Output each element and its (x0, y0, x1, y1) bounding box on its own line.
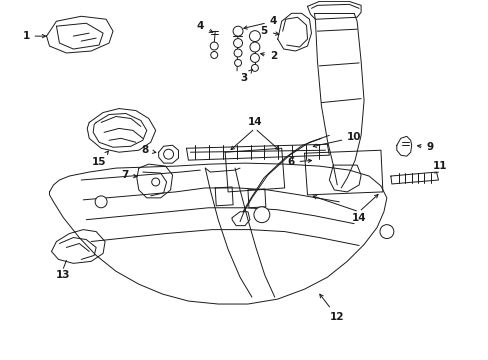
Circle shape (253, 207, 269, 223)
Text: 10: 10 (313, 132, 361, 147)
Circle shape (233, 26, 243, 36)
Text: 8: 8 (141, 145, 156, 155)
Circle shape (163, 149, 173, 159)
Text: 4: 4 (244, 16, 277, 29)
Circle shape (210, 42, 218, 50)
Text: 13: 13 (56, 270, 70, 280)
Text: 9: 9 (417, 142, 433, 152)
Circle shape (151, 178, 160, 186)
Text: 15: 15 (92, 151, 108, 167)
Circle shape (249, 42, 259, 52)
Text: 1: 1 (22, 31, 45, 41)
Circle shape (250, 54, 259, 62)
Circle shape (210, 51, 217, 58)
Text: 12: 12 (319, 294, 344, 322)
Circle shape (234, 59, 241, 66)
Text: 5: 5 (260, 26, 278, 36)
Circle shape (234, 49, 242, 57)
Circle shape (233, 39, 242, 48)
Text: 2: 2 (260, 51, 277, 61)
Text: 14: 14 (351, 213, 366, 223)
Text: 6: 6 (287, 157, 311, 167)
Circle shape (379, 225, 393, 239)
Text: 4: 4 (197, 21, 212, 32)
Circle shape (249, 31, 260, 41)
Circle shape (95, 196, 107, 208)
Text: 7: 7 (122, 170, 137, 180)
Text: 14: 14 (247, 117, 262, 127)
Text: 11: 11 (432, 161, 447, 171)
Circle shape (251, 64, 258, 71)
Text: 3: 3 (240, 69, 252, 83)
